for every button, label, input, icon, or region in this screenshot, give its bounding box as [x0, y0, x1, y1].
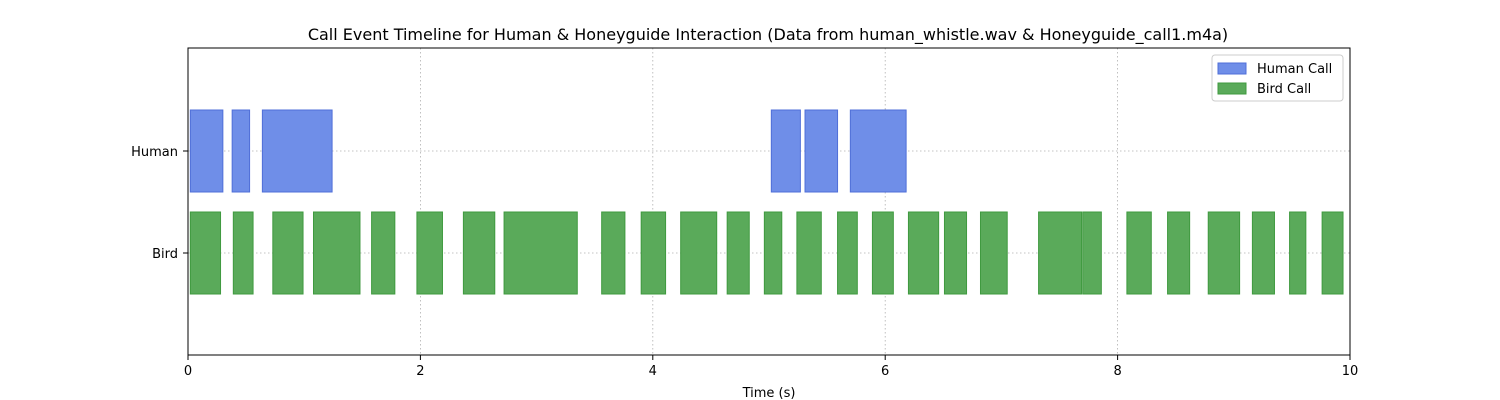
legend-label: Bird Call: [1257, 82, 1311, 97]
bird-call-bar: [1126, 211, 1152, 295]
bird-call-bar: [979, 211, 1008, 295]
x-tick-label: 8: [1113, 364, 1121, 379]
bird-call-bar: [1321, 211, 1344, 295]
bird-call-bar: [1251, 211, 1275, 295]
x-tick-label: 2: [416, 364, 424, 379]
x-tick-label: 4: [649, 364, 657, 379]
human-call-bar: [770, 109, 801, 193]
bird-call-bar: [503, 211, 578, 295]
bird-call-bar: [189, 211, 222, 295]
y-tick-label: Human: [131, 145, 178, 160]
bird-call-bar: [1207, 211, 1241, 295]
legend-swatch: [1217, 62, 1247, 75]
x-axis-label: Time (s): [742, 386, 796, 400]
bird-call-bar: [943, 211, 968, 295]
grid: [187, 48, 1351, 355]
chart-title: Call Event Timeline for Human & Honeygui…: [308, 25, 1228, 45]
legend-swatch: [1217, 82, 1247, 95]
bird-call-bar: [1289, 211, 1307, 295]
x-tick-label: 0: [184, 364, 192, 379]
legend-label: Human Call: [1257, 62, 1332, 77]
bird-call-bar: [416, 211, 443, 295]
bird-call-bar: [763, 211, 783, 295]
x-tick-label: 6: [881, 364, 889, 379]
bird-call-bar: [726, 211, 750, 295]
human-call-bar: [804, 109, 839, 193]
human-call-bar: [231, 109, 251, 193]
bird-call-bar: [1082, 211, 1102, 295]
y-axis: Human Bird: [131, 145, 188, 262]
bird-call-bar: [796, 211, 822, 295]
y-tick-label: Bird: [152, 247, 178, 262]
bird-call-bar: [601, 211, 626, 295]
bird-call-bar: [272, 211, 304, 295]
bird-call-bar: [371, 211, 396, 295]
bars: [189, 109, 1344, 295]
bird-call-bar: [232, 211, 254, 295]
human-call-bar: [189, 109, 224, 193]
bird-call-bar: [462, 211, 496, 295]
human-call-bar: [261, 109, 333, 193]
bird-call-bar: [837, 211, 858, 295]
human-call-bar: [849, 109, 907, 193]
legend: Human Call Bird Call: [1211, 54, 1344, 102]
x-tick-label: 10: [1342, 364, 1359, 379]
bird-call-bar: [640, 211, 667, 295]
bird-call-bar: [1167, 211, 1191, 295]
bird-call-bar: [1038, 211, 1083, 295]
bird-call-bar: [680, 211, 718, 295]
bird-call-bar: [907, 211, 940, 295]
bird-call-bar: [871, 211, 894, 295]
bird-call-bar: [312, 211, 361, 295]
plot-frame: [187, 47, 1351, 356]
x-axis: 0 2 4 6 8 10: [184, 355, 1358, 379]
